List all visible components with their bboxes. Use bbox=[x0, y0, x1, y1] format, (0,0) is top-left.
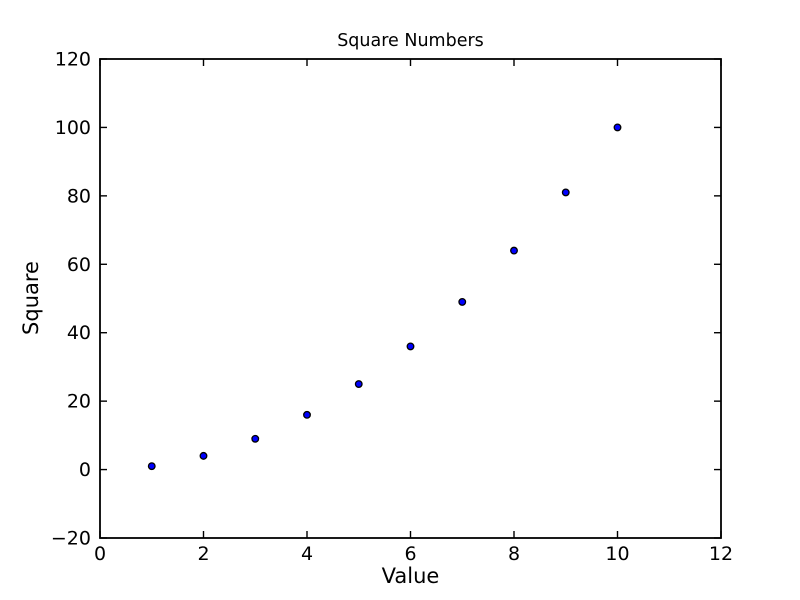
y-tick-label: 120 bbox=[55, 49, 91, 71]
data-point bbox=[251, 434, 260, 443]
x-tick-label: 0 bbox=[94, 543, 106, 565]
y-tick-label: 40 bbox=[67, 322, 91, 344]
y-tick-label: 60 bbox=[67, 254, 91, 276]
y-axis-label: Square bbox=[19, 261, 43, 335]
x-tick-label: 6 bbox=[404, 543, 416, 565]
data-point bbox=[613, 123, 622, 132]
data-point bbox=[354, 380, 363, 388]
x-tick-label: 10 bbox=[605, 543, 629, 565]
x-tick-label: 4 bbox=[301, 543, 313, 565]
chart-title: Square Numbers bbox=[337, 31, 484, 51]
y-tick-label: 80 bbox=[67, 185, 91, 207]
y-tick-label: 100 bbox=[55, 117, 91, 139]
data-point bbox=[510, 246, 518, 255]
data-point bbox=[147, 462, 156, 471]
x-tick-label: 12 bbox=[709, 543, 733, 565]
x-tick-label: 8 bbox=[508, 543, 520, 565]
x-axis-label: Value bbox=[381, 564, 440, 588]
data-point bbox=[561, 188, 570, 197]
y-tick-label: −20 bbox=[51, 528, 91, 550]
data-point bbox=[458, 297, 467, 306]
y-tick-label: 0 bbox=[79, 459, 91, 481]
data-point bbox=[303, 410, 311, 419]
x-tick-label: 2 bbox=[197, 543, 209, 565]
data-point bbox=[406, 342, 415, 351]
data-point bbox=[199, 451, 208, 460]
axes-frame bbox=[99, 58, 722, 539]
y-tick-label: 20 bbox=[67, 391, 91, 413]
